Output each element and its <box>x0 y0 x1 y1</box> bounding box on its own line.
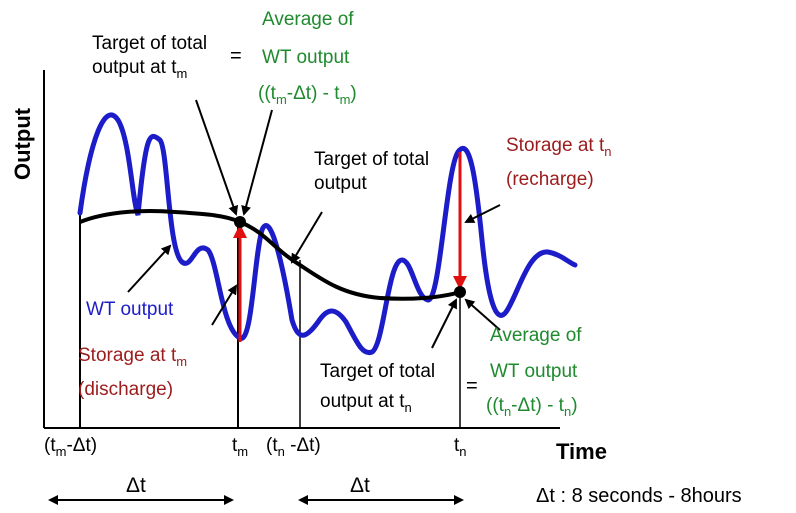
target-point-tm-dot-icon <box>234 216 246 228</box>
tick-tn: tn <box>454 435 467 459</box>
average-tn-label: Average of WT output ((tn-Δt) - tn) <box>486 324 582 424</box>
target-total-line2: output <box>314 173 367 194</box>
target-point-tn-dot-icon <box>454 286 466 298</box>
target-total-line1: Target of total <box>314 149 430 170</box>
pointer-arrow-icon-average-tm <box>241 109 273 216</box>
target-tn-line1: Target of total <box>320 361 436 382</box>
target-tm-label: Target of total output at tm <box>92 32 207 86</box>
pointer-arrow-icon-average-tn <box>464 298 501 331</box>
target-tm-line1: Target of total <box>92 33 208 54</box>
target-tn-label: Target of total output at tn <box>320 360 435 420</box>
pointer-arrow-icon-target-tm <box>195 99 239 216</box>
storage-tm-line2: (discharge) <box>78 379 174 400</box>
storage-tn-label: Storage at tn (recharge) <box>506 134 611 192</box>
average-tm-line1: Average of <box>262 9 354 30</box>
pointer-arrow-icon-storage-tn <box>464 204 501 223</box>
target-total-output-curve <box>79 209 461 301</box>
target-tn-line2: output at tn <box>320 391 412 415</box>
average-tn-line1: Average of <box>490 325 582 346</box>
x-axis-label: Time <box>556 439 607 464</box>
wt-output-label: WT output <box>86 299 174 320</box>
storage-tn-line1: Storage at tn <box>506 135 612 159</box>
wt-output-curve <box>77 112 578 356</box>
delta-t-label-2: Δt <box>350 474 370 497</box>
average-tm-line3: ((tm-Δt) - tm) <box>258 83 357 107</box>
target-tm-line2: output at tm <box>92 57 188 81</box>
storage-tm-line1: Storage at tm <box>78 345 188 369</box>
average-tm-label: Average of WT output ((tm-Δt) - tm) <box>258 8 357 112</box>
delta-t-label-1: Δt <box>126 474 146 497</box>
pointer-arrow-icon-target-tn <box>431 298 457 349</box>
equals-sign-top: = <box>230 45 242 67</box>
equals-sign-bottom: = <box>466 375 478 397</box>
average-tn-line3: ((tn-Δt) - tn) <box>486 395 578 419</box>
delta-t-range-note: Δt : 8 seconds - 8hours <box>536 485 742 507</box>
storage-tn-line2: (recharge) <box>506 169 594 190</box>
tick-tn-minus-dt: (tn -Δt) <box>266 435 321 459</box>
pointer-arrow-icon-target-total <box>290 211 323 264</box>
average-tn-line2: WT output <box>490 361 578 382</box>
y-axis-label: Output <box>10 107 35 180</box>
pointer-arrow-icon-wt-output <box>127 244 172 293</box>
target-total-label: Target of total output <box>314 148 429 196</box>
pointer-arrow-icon-storage-tm <box>211 284 238 326</box>
tick-tm: tm <box>232 435 249 459</box>
tick-tm-minus-dt: (tm-Δt) <box>44 435 98 459</box>
average-tm-line2: WT output <box>262 47 350 68</box>
storage-tm-label: Storage at tm (discharge) <box>78 344 187 402</box>
